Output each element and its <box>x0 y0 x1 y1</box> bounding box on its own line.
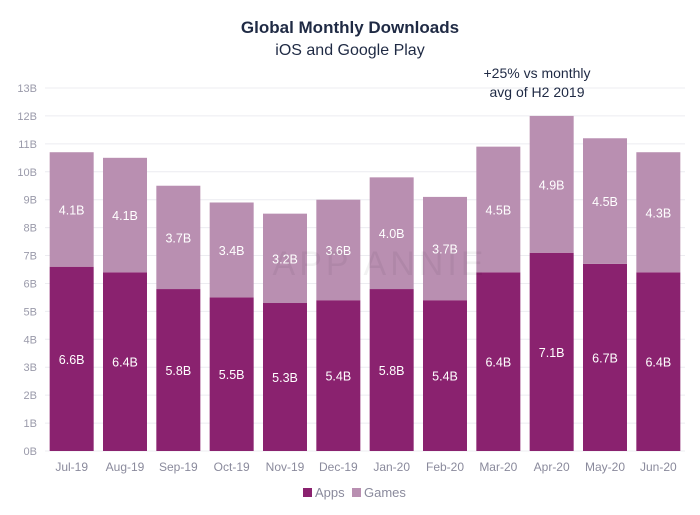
x-tick-label: Sep-19 <box>159 460 198 474</box>
data-label: 7.1B <box>539 346 565 360</box>
y-tick-label: 13B <box>17 83 37 95</box>
bar-games <box>316 199 361 301</box>
x-tick-label: Jan-20 <box>373 460 410 474</box>
data-label: 4.9B <box>539 178 565 192</box>
x-tick-label: May-20 <box>585 460 625 474</box>
data-label: 5.8B <box>379 364 405 378</box>
legend-swatch-games <box>352 488 361 497</box>
bar-games <box>369 177 414 290</box>
x-tick-label: Nov-19 <box>266 460 305 474</box>
y-tick-label: 0B <box>24 446 37 458</box>
x-tick-label: Apr-20 <box>534 460 570 474</box>
bar-games <box>476 146 521 273</box>
data-label: 6.6B <box>59 353 85 367</box>
data-label: 4.5B <box>485 203 511 217</box>
bar-apps <box>476 272 521 451</box>
y-tick-label: 11B <box>18 139 37 151</box>
data-label: 5.5B <box>219 368 245 382</box>
bar-games <box>49 152 94 267</box>
bar-games <box>583 138 627 264</box>
y-tick-label: 10B <box>17 167 37 179</box>
y-tick-label: 3B <box>24 362 37 374</box>
bar-games <box>209 202 254 298</box>
bar-apps <box>636 272 681 451</box>
bar-games <box>263 213 307 304</box>
annotation-line-2: avg of H2 2019 <box>490 84 585 100</box>
data-label: 3.4B <box>219 244 245 258</box>
chart-title: Global Monthly Downloads <box>241 18 459 37</box>
data-label: 5.3B <box>272 371 298 385</box>
data-label: 6.4B <box>112 356 138 370</box>
bar-apps <box>103 272 147 451</box>
data-label: 6.4B <box>485 356 511 370</box>
bar-apps <box>423 300 467 451</box>
data-label: 3.6B <box>325 244 351 258</box>
x-tick-label: Mar-20 <box>479 460 517 474</box>
bar-games <box>529 115 574 253</box>
bar-games <box>423 196 467 301</box>
x-tick-label: Oct-19 <box>214 460 250 474</box>
bar-apps <box>209 297 254 451</box>
y-tick-label: 9B <box>24 195 37 207</box>
data-label: 6.4B <box>645 356 671 370</box>
data-label: 5.4B <box>432 370 458 384</box>
x-tick-label: Feb-20 <box>426 460 464 474</box>
bar-apps <box>49 266 94 451</box>
bar-apps <box>263 303 307 451</box>
bar-apps <box>156 289 201 451</box>
legend-swatch-apps <box>303 488 312 497</box>
x-tick-label: Dec-19 <box>319 460 358 474</box>
x-tick-label: Jun-20 <box>640 460 677 474</box>
y-tick-label: 6B <box>24 278 37 290</box>
bar-apps <box>529 252 574 451</box>
y-tick-label: 12B <box>17 111 37 123</box>
legend-label-games: Games <box>364 485 406 500</box>
data-label: 4.1B <box>59 203 85 217</box>
data-label: 3.7B <box>165 231 191 245</box>
data-label: 6.7B <box>592 351 618 365</box>
data-label: 4.3B <box>645 206 671 220</box>
data-label: 3.2B <box>272 252 298 266</box>
x-tick-label: Aug-19 <box>106 460 145 474</box>
data-label: 5.4B <box>325 370 351 384</box>
bar-games <box>103 157 147 273</box>
bar-games <box>156 185 201 290</box>
bar-apps <box>369 289 414 451</box>
bar-apps <box>583 263 627 451</box>
y-tick-label: 7B <box>24 251 37 263</box>
data-label: 4.0B <box>379 227 405 241</box>
y-tick-label: 4B <box>24 334 37 346</box>
data-label: 4.5B <box>592 195 618 209</box>
annotation-line-1: +25% vs monthly <box>484 65 591 81</box>
legend: Apps Games <box>303 485 406 500</box>
y-tick-label: 1B <box>24 418 37 430</box>
data-label: 3.7B <box>432 243 458 257</box>
bar-games <box>636 152 681 273</box>
x-tick-label: Jul-19 <box>55 460 88 474</box>
watermark: APP ANNIE <box>273 245 488 283</box>
data-label: 4.1B <box>112 209 138 223</box>
data-label: 5.8B <box>165 364 191 378</box>
y-tick-label: 5B <box>24 306 37 318</box>
y-tick-label: 8B <box>24 223 37 235</box>
legend-label-apps: Apps <box>315 485 345 500</box>
y-tick-label: 2B <box>24 390 37 402</box>
chart-subtitle: iOS and Google Play <box>275 42 424 59</box>
bar-apps <box>316 300 361 451</box>
